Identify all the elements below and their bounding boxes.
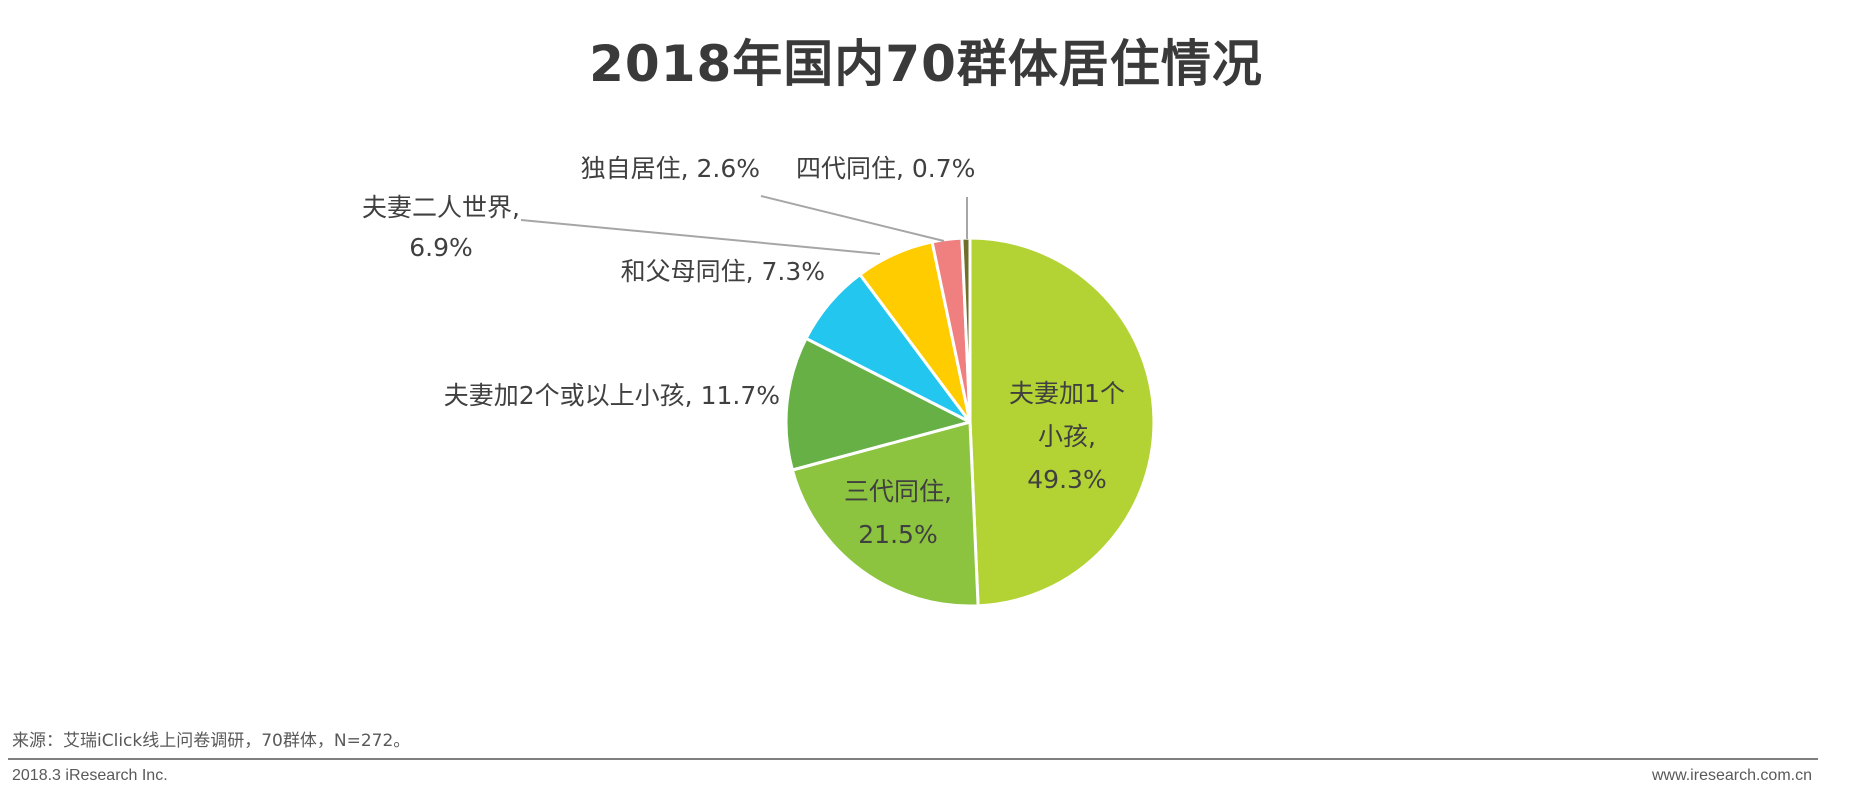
slice-label-1: 夫妻加1个小孩, 49.3% bbox=[1009, 379, 1125, 494]
chart-title: 2018年国内70群体居住情况 bbox=[589, 35, 1263, 93]
footer-copyright: 2018.3 iResearch Inc. bbox=[12, 767, 168, 784]
pie-chart: 夫妻加1个小孩, 49.3% 三代同住, 21.5% 夫妻加2个或以上小孩, 11.7%… bbox=[362, 154, 1156, 608]
pie-chart-svg: 夫妻加1个小孩, 49.3% 三代同住, 21.5% 夫妻加2个或以上小孩, 11.7%… bbox=[362, 154, 1156, 608]
pie-slice-2 bbox=[790, 420, 980, 608]
slice-label-4: 和父母同住, 7.3% bbox=[621, 257, 825, 286]
slice-label-line: 和父母同住, 7.3% bbox=[621, 257, 825, 286]
slice-label-3: 夫妻加2个或以上小孩, 11.7% bbox=[444, 381, 780, 410]
slice-label-5: 夫妻二人世界, 6.9% bbox=[362, 193, 520, 262]
pie-slice-3 bbox=[784, 336, 972, 472]
slice-label-7: 四代同住, 0.7% bbox=[796, 154, 975, 183]
pie-slice-7 bbox=[960, 236, 972, 424]
slices-layer bbox=[784, 236, 1156, 608]
slice-label-6: 独自居住, 2.6% bbox=[581, 154, 760, 183]
leader-lines-layer bbox=[520, 195, 968, 255]
source-note: 来源：艾瑞iClick线上问卷调研，70群体，N=272。 bbox=[12, 731, 411, 751]
slice-label-line: 小孩, bbox=[1038, 422, 1096, 451]
pie-slice-1 bbox=[968, 236, 1156, 608]
slice-label-line: 四代同住, 0.7% bbox=[796, 154, 975, 183]
slice-label-line: 夫妻加2个或以上小孩, 11.7% bbox=[444, 381, 780, 410]
slice-label-line: 6.9% bbox=[409, 233, 473, 262]
leader-line-6 bbox=[760, 195, 945, 242]
slice-label-line: 三代同住, bbox=[844, 477, 952, 506]
slice-label-line: 夫妻二人世界, bbox=[362, 193, 520, 222]
slice-label-line: 独自居住, 2.6% bbox=[581, 154, 760, 183]
footer-divider bbox=[8, 758, 1818, 760]
slice-label-line: 夫妻加1个 bbox=[1009, 379, 1125, 408]
leader-line-5 bbox=[520, 219, 881, 255]
footer-website: www.iresearch.com.cn bbox=[1651, 767, 1812, 784]
labels-layer: 夫妻加1个小孩, 49.3% 三代同住, 21.5% 夫妻加2个或以上小孩, 11.7%… bbox=[362, 154, 1125, 549]
slice-label-line: 49.3% bbox=[1027, 465, 1106, 494]
slice-label-line: 21.5% bbox=[858, 520, 937, 549]
slice-label-2: 三代同住, 21.5% bbox=[844, 477, 952, 549]
